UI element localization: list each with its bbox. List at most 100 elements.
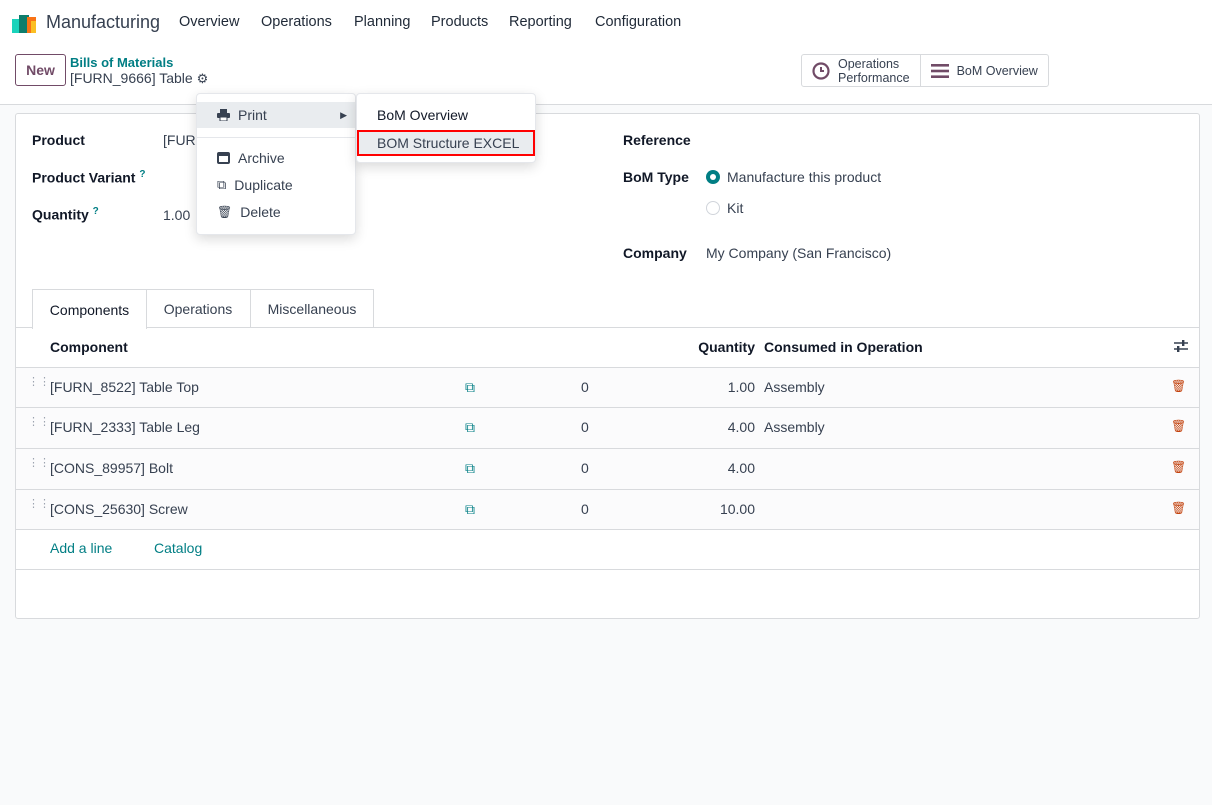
tab-miscellaneous[interactable]: Miscellaneous xyxy=(250,289,374,328)
forecast-report-icon[interactable]: ⧉ xyxy=(465,460,475,476)
column-settings-icon[interactable] xyxy=(1173,338,1189,357)
menu-item-delete[interactable]: 🗑 Delete xyxy=(197,199,355,225)
clock-icon xyxy=(812,61,830,80)
product-label: Product xyxy=(32,132,85,148)
availability: 0 xyxy=(581,419,589,435)
header-operation[interactable]: Consumed in Operation xyxy=(764,339,923,355)
app-title[interactable]: Manufacturing xyxy=(46,12,161,32)
menu-item-label: Print xyxy=(238,107,267,123)
submenu-bom-structure-excel[interactable]: BOM Structure EXCEL xyxy=(357,130,535,156)
smart-buttons: Operations Performance BoM Overview xyxy=(801,54,1049,87)
trash-icon[interactable]: 🗑 xyxy=(1171,419,1187,433)
reference-label: Reference xyxy=(623,132,691,148)
consumed-operation[interactable]: Assembly xyxy=(764,379,825,395)
product-variant-label: Product Variant ? xyxy=(32,169,146,186)
menu-operations[interactable]: Operations xyxy=(261,14,332,30)
trash-icon[interactable]: 🗑 xyxy=(1171,379,1187,393)
menu-item-label: Duplicate xyxy=(234,177,293,193)
bom-type-label: BoM Type xyxy=(623,169,689,185)
table-header: Component Quantity Consumed in Operation xyxy=(16,328,1199,368)
trash-icon[interactable]: 🗑 xyxy=(1171,460,1187,474)
divider xyxy=(16,407,1199,408)
button-label: Operations xyxy=(838,56,900,71)
divider xyxy=(16,448,1199,449)
forecast-report-icon[interactable]: ⧉ xyxy=(465,501,475,517)
component-name[interactable]: [FURN_8522] Table Top xyxy=(50,379,199,395)
menu-planning[interactable]: Planning xyxy=(354,14,411,30)
button-label: Performance xyxy=(838,70,910,85)
operations-performance-button[interactable]: Operations Performance xyxy=(802,55,921,86)
radio-kit-label[interactable]: Kit xyxy=(727,200,744,216)
consumed-operation[interactable]: Assembly xyxy=(764,419,825,435)
trash-icon: 🗑 xyxy=(217,205,233,219)
menu-configuration[interactable]: Configuration xyxy=(595,14,682,30)
print-icon xyxy=(217,109,230,121)
divider xyxy=(16,529,1199,530)
table-row[interactable]: ⋮⋮ [FURN_2333] Table Leg ⧉ 0 4.00 Assemb… xyxy=(16,408,1199,448)
gear-icon[interactable]: ⚙ xyxy=(196,71,209,86)
divider xyxy=(197,137,355,138)
component-quantity[interactable]: 10.00 xyxy=(719,501,755,517)
drag-handle-icon[interactable]: ⋮⋮ xyxy=(28,498,50,510)
component-name[interactable]: [FURN_2333] Table Leg xyxy=(50,419,200,435)
tab-operations[interactable]: Operations xyxy=(146,289,251,328)
menu-overview[interactable]: Overview xyxy=(179,14,240,30)
help-icon[interactable]: ? xyxy=(92,206,99,217)
availability: 0 xyxy=(581,379,589,395)
company-field[interactable]: My Company (San Francisco) xyxy=(706,245,892,261)
radio-manufacture-label[interactable]: Manufacture this product xyxy=(727,169,882,185)
print-submenu: BoM Overview BOM Structure EXCEL xyxy=(356,93,536,163)
menu-item-duplicate[interactable]: ⧉ Duplicate xyxy=(197,172,355,198)
component-name[interactable]: [CONS_89957] Bolt xyxy=(50,460,173,476)
company-label: Company xyxy=(623,245,687,261)
top-navbar: Manufacturing Overview Operations Planni… xyxy=(0,0,1212,45)
submenu-bom-overview[interactable]: BoM Overview xyxy=(377,107,469,123)
drag-handle-icon[interactable]: ⋮⋮ xyxy=(28,416,50,428)
add-a-line-link[interactable]: Add a line xyxy=(50,540,113,556)
forecast-report-icon[interactable]: ⧉ xyxy=(465,379,475,395)
bars-icon xyxy=(930,63,949,78)
add-row: Add a line Catalog xyxy=(16,529,1199,569)
divider xyxy=(16,367,1199,368)
component-name[interactable]: [CONS_25630] Screw xyxy=(50,501,188,517)
availability: 0 xyxy=(581,460,589,476)
component-quantity[interactable]: 4.00 xyxy=(727,460,755,476)
tab-components[interactable]: Components xyxy=(32,289,147,329)
bom-overview-button[interactable]: BoM Overview xyxy=(921,55,1048,86)
catalog-link[interactable]: Catalog xyxy=(154,540,203,556)
divider xyxy=(16,489,1199,490)
record-title: [FURN_9666] Table ⚙ xyxy=(70,70,208,87)
radio-kit[interactable] xyxy=(706,201,720,215)
menu-item-print[interactable]: Print ▶ xyxy=(197,102,355,128)
drag-handle-icon[interactable]: ⋮⋮ xyxy=(28,457,50,469)
table-row[interactable]: ⋮⋮ [CONS_25630] Screw ⧉ 0 10.00 🗑 xyxy=(16,490,1199,530)
radio-manufacture[interactable] xyxy=(706,170,720,184)
quantity-field[interactable]: 1.00 xyxy=(163,207,191,223)
help-icon[interactable]: ? xyxy=(139,169,146,180)
divider xyxy=(16,327,1199,328)
table-row[interactable]: ⋮⋮ [CONS_89957] Bolt ⧉ 0 4.00 🗑 xyxy=(16,449,1199,489)
button-label: BoM Overview xyxy=(956,63,1038,78)
copy-icon: ⧉ xyxy=(217,177,227,192)
menu-item-archive[interactable]: Archive xyxy=(197,145,355,171)
manufacturing-app-icon[interactable] xyxy=(12,13,38,33)
availability: 0 xyxy=(581,501,589,517)
table-row[interactable]: ⋮⋮ [FURN_8522] Table Top ⧉ 0 1.00 Assemb… xyxy=(16,368,1199,408)
header-component[interactable]: Component xyxy=(50,339,128,355)
quantity-label: Quantity ? xyxy=(32,206,99,223)
component-quantity[interactable]: 1.00 xyxy=(727,379,755,395)
breadcrumb-bills-of-materials[interactable]: Bills of Materials xyxy=(70,55,174,70)
menu-item-label: Archive xyxy=(238,150,285,166)
drag-handle-icon[interactable]: ⋮⋮ xyxy=(28,376,50,388)
menu-reporting[interactable]: Reporting xyxy=(509,14,572,30)
header-quantity[interactable]: Quantity xyxy=(698,339,755,355)
menu-products[interactable]: Products xyxy=(431,14,489,30)
trash-icon[interactable]: 🗑 xyxy=(1171,501,1187,515)
record-name: [FURN_9666] Table xyxy=(70,70,193,86)
action-dropdown: Print ▶ Archive ⧉ Duplicate 🗑 Delete xyxy=(196,93,356,235)
menu-item-label: Delete xyxy=(240,204,281,220)
caret-right-icon: ▶ xyxy=(340,109,347,120)
component-quantity[interactable]: 4.00 xyxy=(727,419,755,435)
new-button[interactable]: New xyxy=(15,54,66,86)
forecast-report-icon[interactable]: ⧉ xyxy=(465,419,475,435)
